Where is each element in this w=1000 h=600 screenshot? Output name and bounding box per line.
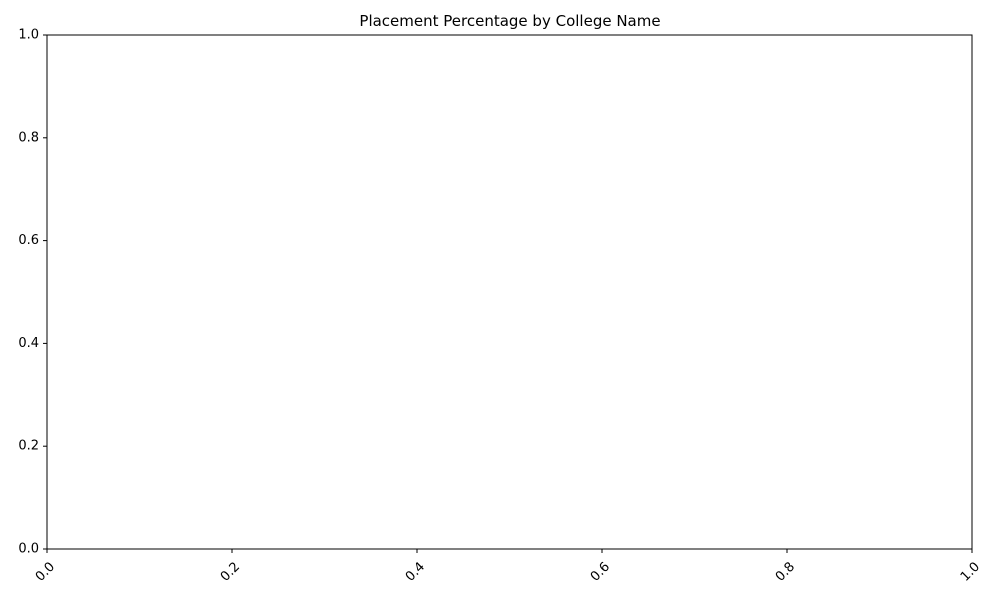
y-tick-label: 1.0 [18,28,39,43]
y-tick-label: 0.6 [18,233,39,248]
chart-title: Placement Percentage by College Name [359,12,660,30]
plot-area-frame [46,34,973,550]
y-tick-label: 0.8 [18,130,39,145]
y-axis-ticks: 0.0 0.2 0.4 0.6 0.8 1.0 [18,28,47,557]
y-tick-label: 0.4 [18,336,39,351]
y-tick-label: 0.2 [18,439,39,454]
y-tick-label: 0.0 [18,542,39,557]
